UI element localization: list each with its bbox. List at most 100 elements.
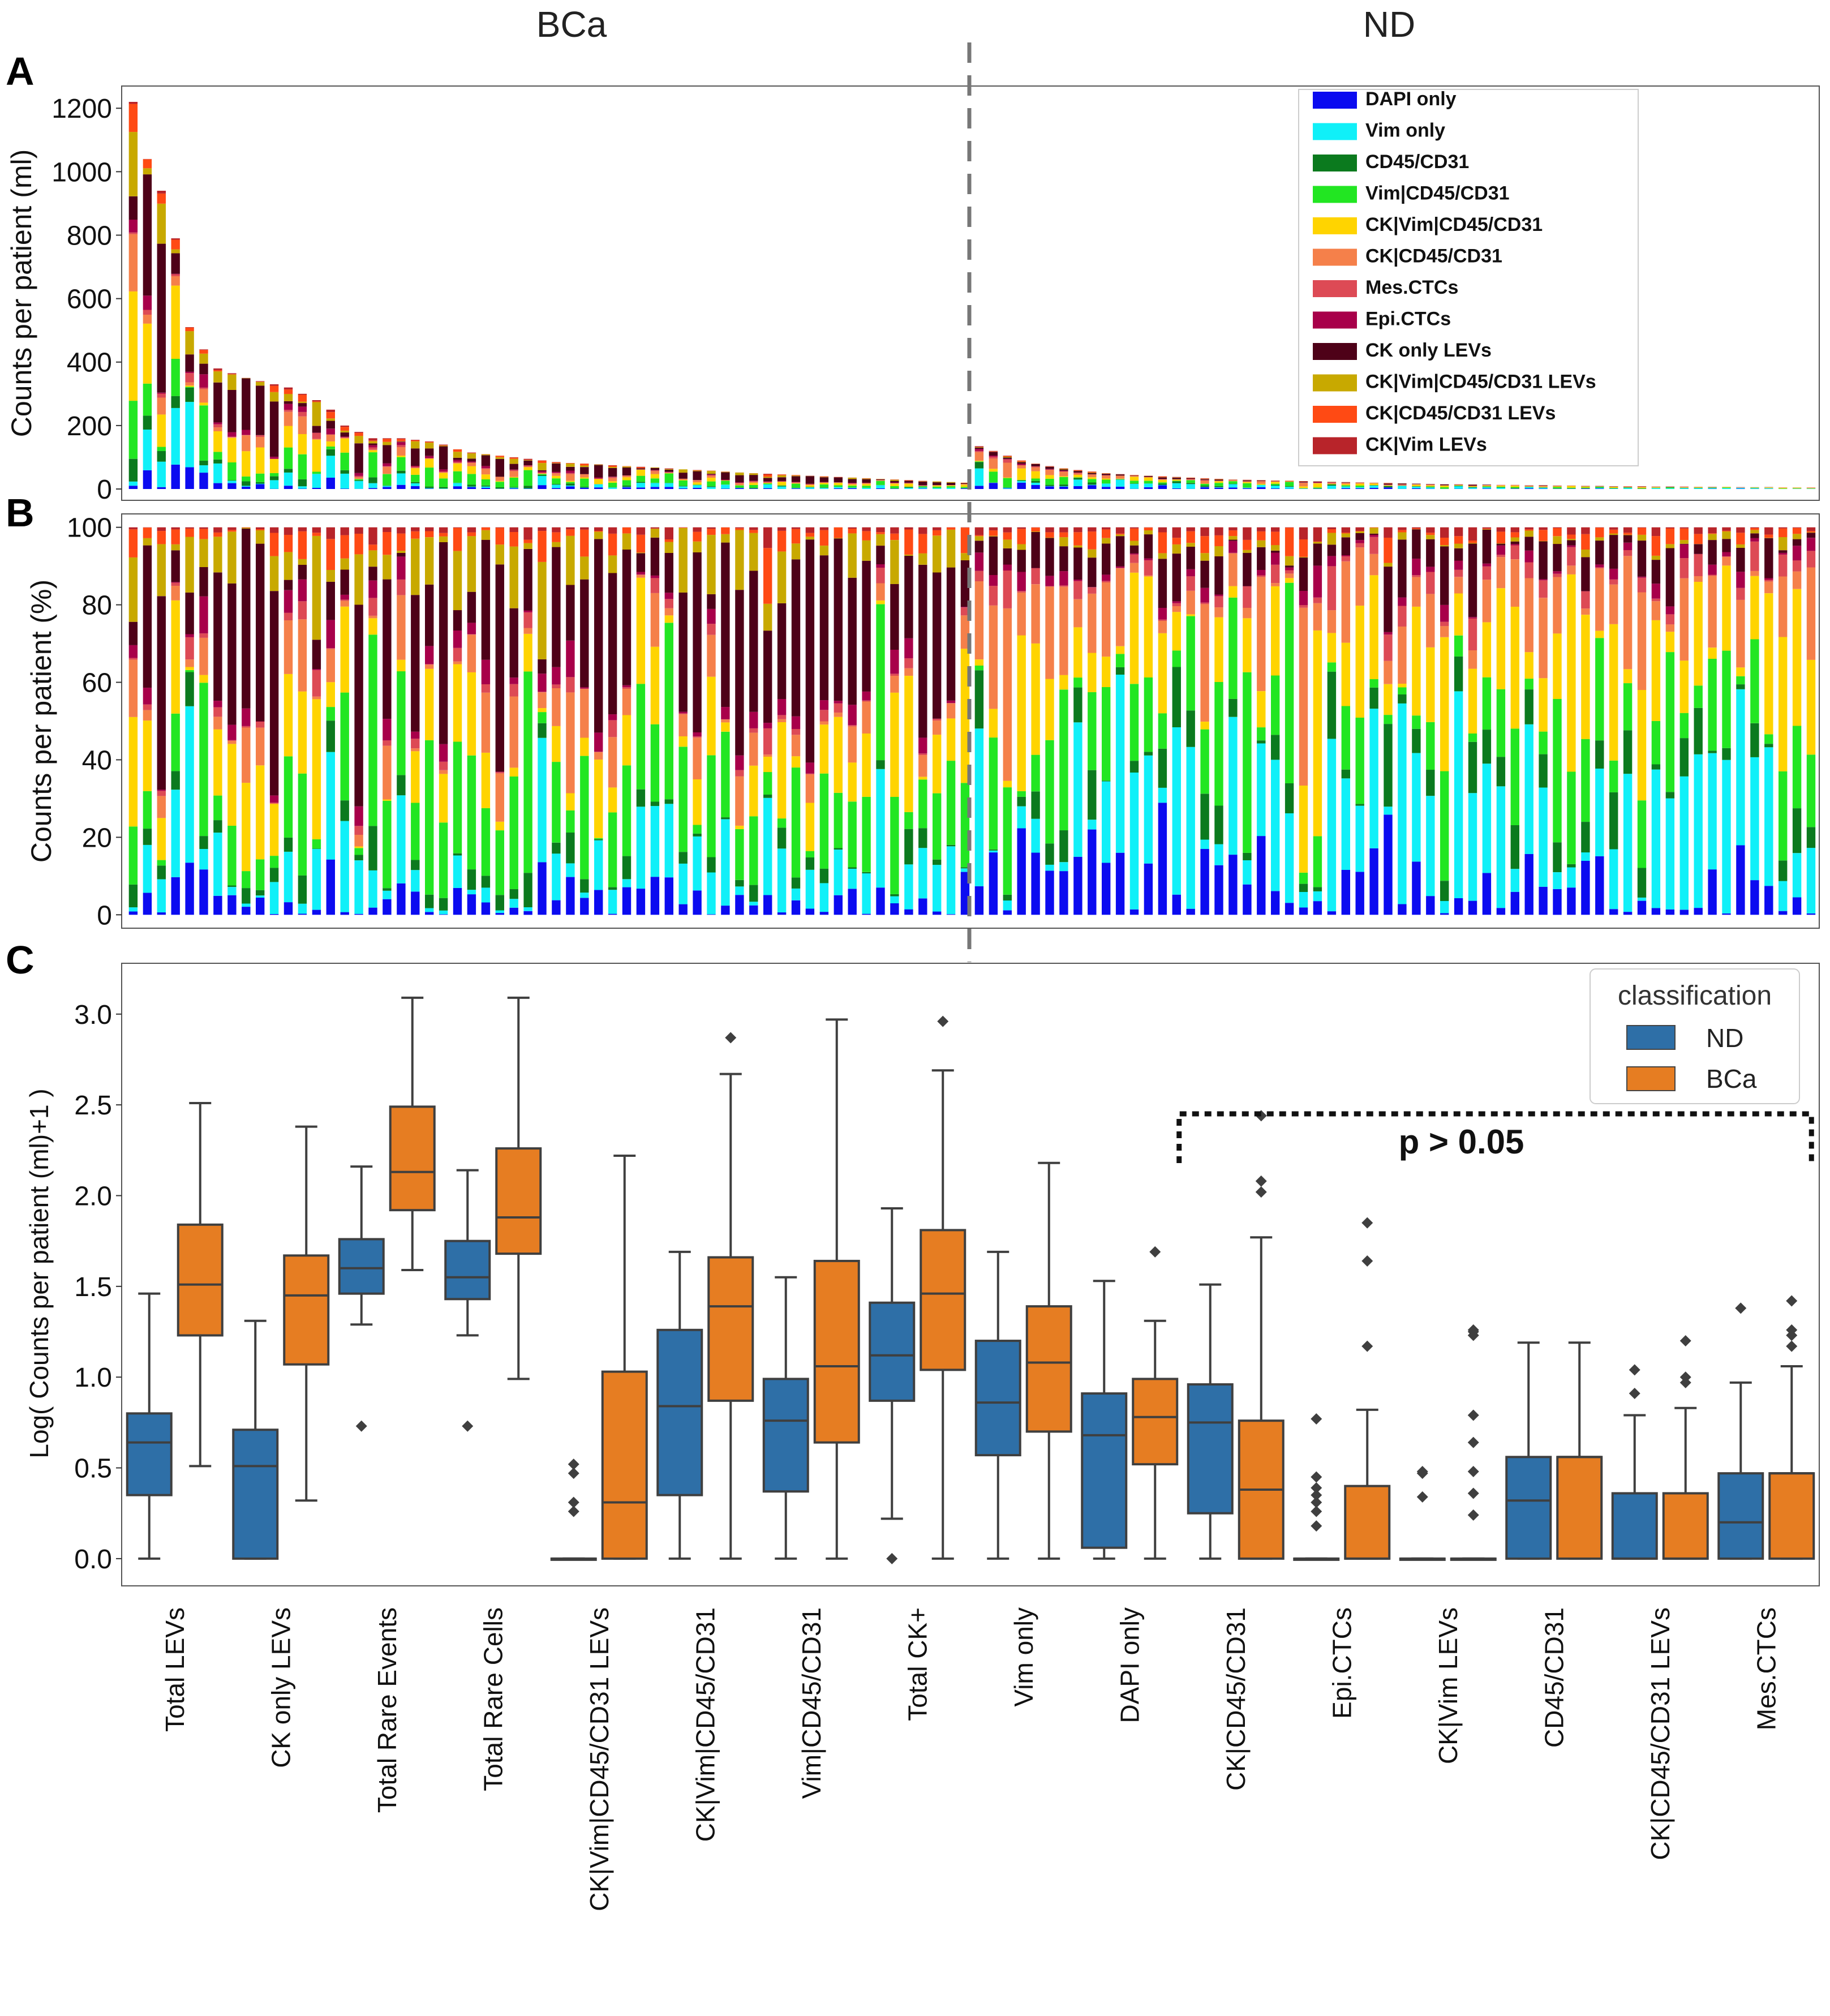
panel-a-bar-37-ck-only-levs [636, 468, 646, 470]
panel-a-bar-10-ck-only-levs [256, 385, 265, 435]
panel-b-bar-113-ck-vim-cd45-cd31-levs [1708, 534, 1717, 541]
panel-a-bar-3-ck-vim-cd45-cd31-levs [157, 203, 166, 244]
panel-a-bar-63-vim-only [1003, 487, 1012, 489]
panel-a-bar-102-vim-cd45-cd31 [1553, 487, 1562, 488]
panel-b-bar-29-ck-vim-levs [523, 527, 532, 540]
panel-b-bar-76-cd45-cd31 [1186, 710, 1195, 747]
panel-b-bar-22-ck-vim-cd45-cd31-levs [425, 537, 434, 585]
panel-b-bar-38-ck-only-levs [650, 537, 660, 576]
panel-a-bar-39-ck-only-levs [664, 470, 673, 472]
panel-b-bar-98-ck-vim-cd45-cd31 [1496, 588, 1506, 689]
panel-a-bar-93-ck-cd45-cd31 [1426, 484, 1435, 486]
panel-b-bar-94-mes-ctcs [1440, 621, 1449, 627]
panel-b-bar-77-ck-only-levs [1200, 560, 1209, 588]
panel-a-bar-9-epi-ctcs [242, 430, 251, 435]
panel-a-bar-4-vim-only [171, 408, 180, 465]
panel-b-bar-38-vim-cd45-cd31 [650, 724, 660, 802]
panel-b-bar-10-ck-vim-levs [256, 527, 265, 529]
panel-b-bar-24-ck-vim-cd45-cd31 [453, 664, 462, 742]
panel-b-bar-42-ck-cd45-cd31-levs [707, 529, 716, 535]
box-total-ck-nd-iqr [869, 1301, 916, 1402]
panel-b-bar-111-cd45-cd31 [1679, 738, 1689, 777]
panel-a-bar-5-ck-cd45-cd31 [185, 382, 194, 386]
panel-b-bar-75-vim-only [1172, 727, 1181, 895]
panel-b-bar-49-ck-vim-cd45-cd31 [805, 803, 815, 851]
panel-a-bar-53-vim-cd45-cd31 [862, 486, 871, 488]
panel-a-bar-83-vim-only [1285, 487, 1294, 489]
panel-b-bar-11-vim-cd45-cd31 [269, 856, 279, 868]
panel-a-bar-53-vim-only [862, 488, 871, 489]
panel-a-bar-29-dapi-only [523, 488, 532, 489]
panel-b-bar-83-ck-only-levs [1285, 565, 1294, 568]
panel-b-bar-87-vim-only [1341, 778, 1350, 870]
panel-a-bar-6-vim-cd45-cd31 [199, 405, 208, 461]
panel-b-bar-13-cd45-cd31 [298, 875, 307, 904]
panel-b-bar-13-ck-vim-cd45-cd31 [298, 691, 307, 774]
panel-b-bar-49-vim-only [805, 869, 815, 909]
panel-a-bar-65-vim-only [1031, 482, 1040, 485]
panel-a-bar-18-ck-only-levs [368, 443, 377, 445]
panel-a-bar-35-ck-only-levs [608, 467, 617, 477]
category-label-ck-cd45-cd31: CK|CD45/CD31 [1221, 1607, 1251, 1791]
panel-b-bar-28-vim-cd45-cd31 [509, 777, 518, 889]
panel-a-bar-63-vim-cd45-cd31 [1003, 478, 1012, 487]
panel-b-bar-71-ck-vim-cd45-cd31-levs [1115, 534, 1125, 537]
legend-label-cd45-cd31: CD45/CD31 [1365, 151, 1469, 173]
panel-b-bar-45-vim-cd45-cd31 [749, 816, 758, 885]
panel-a-bar-71-dapi-only [1115, 486, 1125, 489]
panel-a-bar-50-vim-only [819, 488, 829, 489]
panel-b-bar-15-ck-cd45-cd31 [326, 649, 335, 683]
box-total-levs-bca-iqr [177, 1223, 224, 1337]
panel-a-bar-66-epi-ctcs [1045, 469, 1054, 470]
panel-b-bar-28-cd45-cd31 [509, 889, 518, 899]
panel-b-bar-66-mes-ctcs [1045, 586, 1054, 587]
panel-b-bar-90-cd45-cd31 [1384, 724, 1393, 807]
panel-b-bar-79-vim-only [1228, 717, 1238, 855]
panel-b-bar-49-ck-only-levs [805, 539, 815, 763]
panel-b-bar-47-ck-vim-levs [777, 527, 787, 531]
panel-a-bar-4-vim-cd45-cd31 [171, 359, 180, 396]
panel-b-bar-114-cd45-cd31 [1722, 748, 1731, 760]
panel-a-bar-45-ck-only-levs [749, 475, 758, 481]
panel-a-bar-21-vim-only [411, 483, 420, 486]
panel-b-bar-115-epi-ctcs [1736, 572, 1745, 588]
panel-a-bar-26-ck-cd45-cd31 [481, 469, 491, 475]
panel-a-bar-46-vim-only [763, 484, 772, 488]
panel-b-bar-88-mes-ctcs [1355, 543, 1364, 548]
panel-a-bar-27-vim-cd45-cd31 [495, 482, 504, 487]
panel-b-bar-47-ck-cd45-cd31-levs [777, 530, 787, 552]
panel-a-bar-14-ck-cd45-cd31-levs [312, 401, 321, 402]
panel-b-bar-7-ck-vim-cd45-cd31 [213, 729, 222, 796]
panel-b-bar-44-ck-cd45-cd31-levs [735, 528, 744, 530]
panel-b-bar-4-mes-ctcs [171, 582, 180, 586]
panel-a-bar-67-cd45-cd31 [1059, 484, 1068, 487]
panel-b-bar-30-ck-only-levs [538, 659, 547, 674]
panel-a-bar-10-ck-vim-cd45-cd31 [256, 447, 265, 474]
panel-b-bar-7-ck-only-levs [213, 572, 222, 701]
panel-a-bar-56-ck-only-levs [904, 481, 913, 483]
panel-a-bar-57-vim-cd45-cd31 [918, 486, 927, 487]
legend-label-ck-cd45-cd31-levs: CK|CD45/CD31 LEVs [1365, 402, 1556, 424]
panel-a-bar-117-ck-vim-cd45-cd31 [1764, 487, 1773, 488]
panel-a-bar-74-dapi-only [1158, 485, 1167, 489]
panel-a-bar-19-vim-only [383, 486, 392, 487]
panel-b-bar-15-ck-vim-cd45-cd31-levs [326, 570, 335, 582]
panel-b-bar-101-ck-vim-cd45-cd31-levs [1539, 541, 1548, 542]
panel-b-bar-83-ck-cd45-cd31 [1285, 573, 1294, 578]
panel-a-bar-35-ck-cd45-cd31-levs [608, 465, 617, 467]
panel-a-bar-7-vim-cd45-cd31 [213, 452, 222, 460]
category-label-ck-vim-cd45-cd31: CK|Vim|CD45/CD31 [690, 1607, 720, 1842]
panel-b-bar-35-vim-cd45-cd31 [608, 812, 617, 887]
panel-b-bar-32-vim-cd45-cd31 [566, 810, 575, 833]
panel-b-bar-117-ck-cd45-cd31 [1764, 581, 1773, 594]
panel-b-bar-44-ck-only-levs [735, 590, 744, 756]
panel-a-bar-63-dapi-only [1003, 488, 1012, 489]
panel-b-bar-87-ck-vim-cd45-cd31 [1341, 642, 1350, 706]
panel-b-bar-56-ck-cd45-cd31 [904, 668, 913, 676]
panel-b-bar-4-ck-cd45-cd31 [171, 586, 180, 600]
panel-b-bar-63-dapi-only [1003, 910, 1012, 915]
panel-b-bar-50-ck-vim-cd45-cd31-levs [819, 546, 829, 556]
panel-a-bar-37-vim-only [636, 483, 646, 488]
panel-b-bar-55-ck-cd45-cd31 [890, 676, 899, 693]
panel-a-bar-116-ck-vim-cd45-cd31 [1750, 487, 1759, 488]
